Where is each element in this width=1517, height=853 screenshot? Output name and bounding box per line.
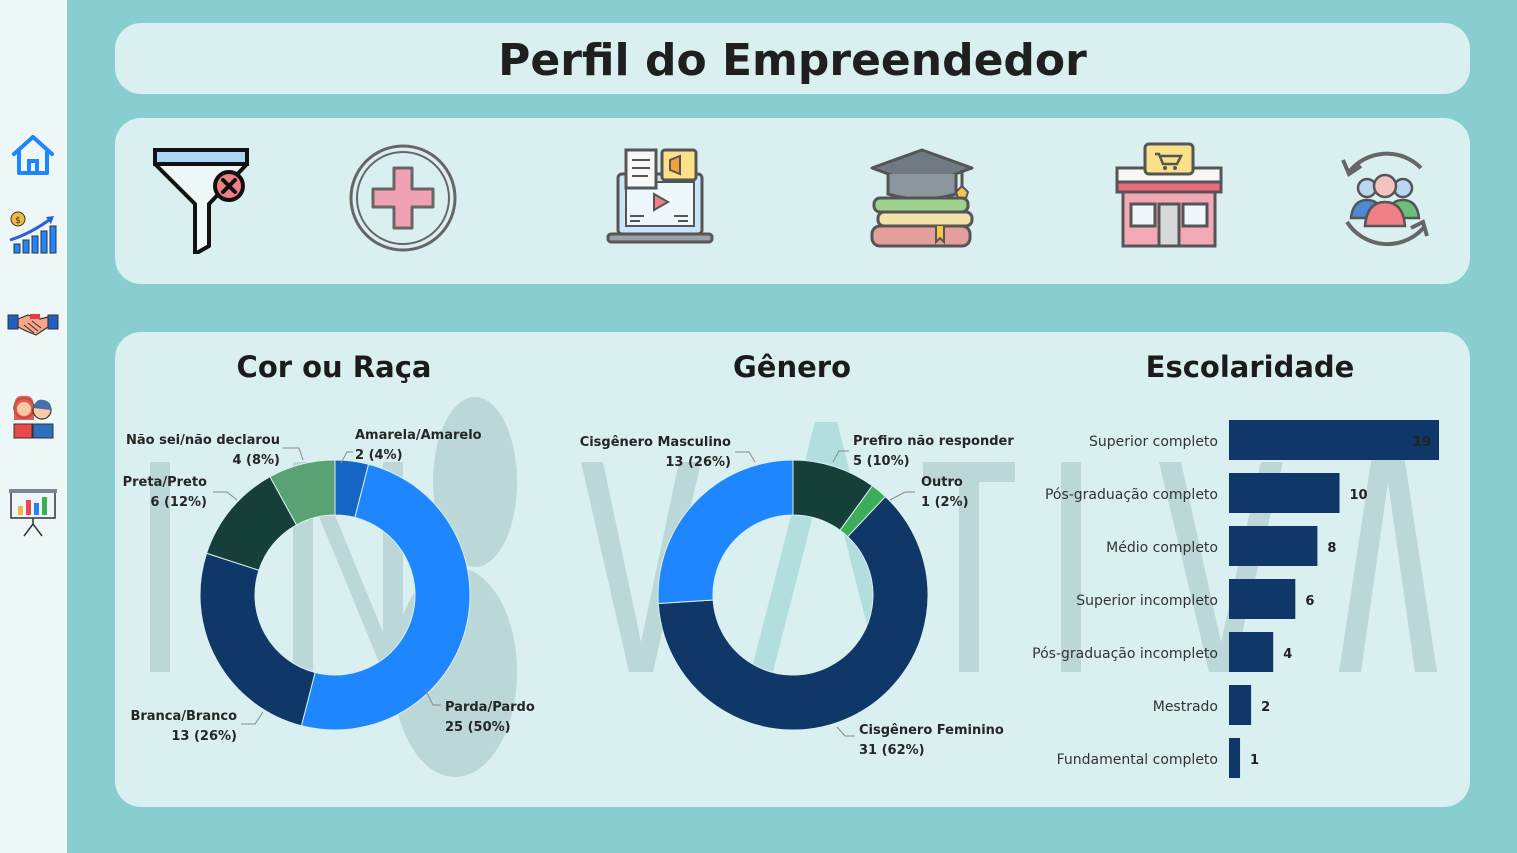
donut-chart-0: Amarela/Amarelo 2 (4%) Parda/Pardo 25 (50%)… bbox=[123, 428, 535, 744]
bar[interactable] bbox=[1229, 685, 1252, 725]
bar[interactable] bbox=[1229, 632, 1274, 672]
bar-value-label: 6 bbox=[1305, 594, 1314, 609]
slice-label: Amarela/Amarelo bbox=[355, 428, 482, 443]
bar-category-label: Fundamental completo bbox=[1057, 752, 1218, 768]
bar-value-label: 8 bbox=[1327, 541, 1336, 556]
slice-label: Parda/Pardo bbox=[445, 700, 535, 715]
leader-line bbox=[832, 450, 849, 463]
bar[interactable] bbox=[1229, 420, 1439, 460]
watermark-letter bbox=[923, 462, 1015, 672]
slice-value-label: 13 (26%) bbox=[665, 455, 731, 470]
chart-title-race: Cor ou Raça bbox=[236, 350, 432, 384]
bar-value-label: 1 bbox=[1250, 753, 1259, 768]
plus-icon[interactable] bbox=[347, 142, 459, 254]
people-cycle-icon[interactable] bbox=[1329, 142, 1441, 254]
watermark-letter bbox=[581, 462, 701, 672]
donut-slice[interactable] bbox=[269, 459, 336, 526]
bar[interactable] bbox=[1229, 473, 1340, 513]
watermark-letter bbox=[150, 462, 170, 672]
leader-line bbox=[283, 447, 304, 461]
handshake-icon[interactable] bbox=[6, 297, 60, 351]
education-books-icon[interactable] bbox=[866, 142, 978, 254]
leader-line bbox=[836, 726, 855, 737]
people-icon[interactable] bbox=[6, 388, 60, 442]
bar-value-label: 4 bbox=[1283, 647, 1292, 662]
bar-value-label: 10 bbox=[1350, 488, 1368, 503]
slice-value-label: 6 (12%) bbox=[150, 495, 207, 510]
sidebar: $ bbox=[0, 0, 67, 853]
bar-value-label: 19 bbox=[1413, 435, 1431, 450]
slice-label: Prefiro não responder bbox=[853, 434, 1014, 449]
growth-chart-icon[interactable]: $ bbox=[6, 206, 60, 260]
store-icon[interactable] bbox=[1113, 142, 1225, 254]
slice-label: Não sei/não declarou bbox=[126, 433, 280, 448]
home-icon[interactable] bbox=[6, 128, 60, 182]
bar-chart-education: Superior completo 19 Pós-graduação complet… bbox=[1032, 420, 1439, 778]
watermark-letter bbox=[1339, 422, 1437, 672]
slice-value-label: 31 (62%) bbox=[859, 743, 925, 758]
bar-category-label: Superior incompleto bbox=[1076, 593, 1218, 609]
donut-slice[interactable] bbox=[657, 459, 794, 605]
svg-text:$: $ bbox=[15, 216, 21, 226]
watermark-letter bbox=[1061, 462, 1081, 672]
charts-panel: Cor ou Raça Gênero Escolaridade Amarela/… bbox=[115, 332, 1470, 807]
charts-area: Amarela/Amarelo 2 (4%) Parda/Pardo 25 (50%)… bbox=[123, 420, 1439, 778]
bar[interactable] bbox=[1229, 526, 1318, 566]
donut-slice[interactable] bbox=[300, 463, 471, 731]
bar-category-label: Mestrado bbox=[1153, 699, 1218, 715]
leader-line bbox=[213, 491, 238, 501]
slice-label: Cisgênero Feminino bbox=[859, 723, 1004, 738]
slice-label: Preta/Preto bbox=[123, 475, 207, 490]
filter-clear-icon[interactable] bbox=[145, 142, 257, 254]
presentation-board-icon[interactable] bbox=[6, 484, 60, 538]
leader-line bbox=[241, 711, 264, 725]
leader-line bbox=[424, 688, 441, 706]
slice-value-label: 25 (50%) bbox=[445, 720, 511, 735]
bar-category-label: Médio completo bbox=[1106, 540, 1218, 556]
online-course-icon[interactable] bbox=[604, 142, 716, 254]
bar-category-label: Pós-graduação completo bbox=[1045, 487, 1218, 503]
leader-line bbox=[889, 491, 915, 501]
bar-category-label: Superior completo bbox=[1089, 434, 1218, 450]
chart-title-education: Escolaridade bbox=[1145, 350, 1355, 384]
slice-value-label: 2 (4%) bbox=[355, 448, 403, 463]
bar-value-label: 2 bbox=[1261, 700, 1270, 715]
slice-value-label: 5 (10%) bbox=[853, 454, 910, 469]
slice-value-label: 13 (26%) bbox=[171, 729, 237, 744]
bar[interactable] bbox=[1229, 738, 1241, 778]
slice-value-label: 1 (2%) bbox=[921, 495, 969, 510]
chart-title-gender: Gênero bbox=[732, 350, 851, 384]
watermark-letter bbox=[1159, 462, 1283, 672]
donut-slice[interactable] bbox=[199, 552, 316, 727]
slice-value-label: 4 (8%) bbox=[232, 453, 280, 468]
leader-line bbox=[340, 451, 353, 464]
bar[interactable] bbox=[1229, 579, 1296, 619]
slice-label: Cisgênero Masculino bbox=[580, 435, 731, 450]
watermark-letter bbox=[751, 422, 901, 672]
donut-slice[interactable] bbox=[657, 495, 929, 731]
slice-label: Branca/Branco bbox=[130, 709, 237, 724]
donut-chart-1: Prefiro não responder 5 (10%) Outro 1 (2%) C… bbox=[580, 434, 1015, 758]
title-panel: Perfil do Empreendedor bbox=[115, 23, 1470, 94]
leader-line bbox=[735, 451, 756, 463]
bar-category-label: Pós-graduação incompleto bbox=[1032, 646, 1218, 662]
filter-icons-panel bbox=[115, 118, 1470, 284]
page-title: Perfil do Empreendedor bbox=[498, 35, 1087, 86]
slice-label: Outro bbox=[921, 475, 963, 490]
